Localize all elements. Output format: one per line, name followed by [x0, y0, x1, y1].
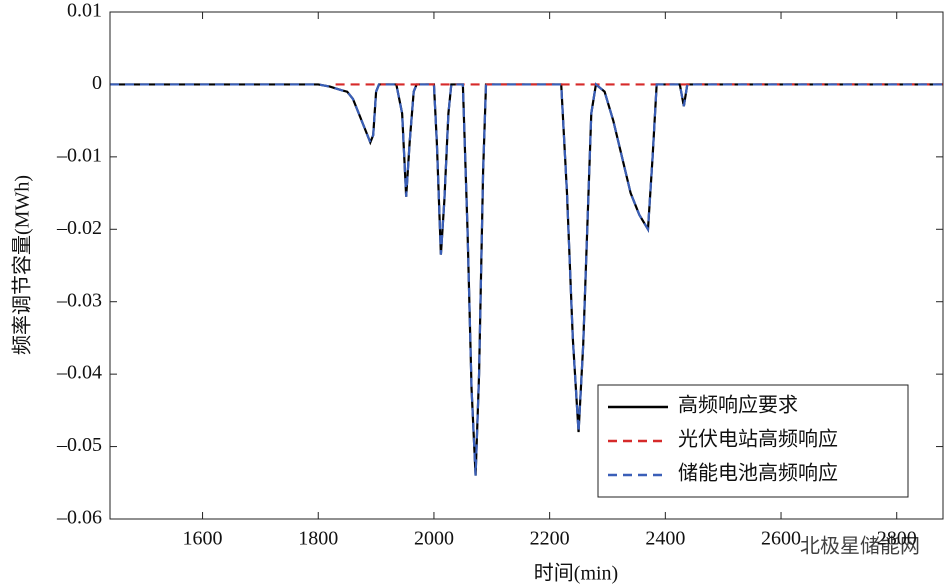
y-tick-label: –0.05 [56, 434, 102, 456]
y-tick-label: 0.01 [67, 0, 102, 22]
x-tick-label: 2200 [530, 528, 570, 550]
y-tick-label: –0.03 [56, 289, 102, 311]
y-axis-label: 频率调节容量(MWh) [11, 175, 34, 355]
legend-label: 储能电池高频响应 [678, 462, 838, 485]
x-tick-label: 2400 [645, 528, 685, 550]
legend-label: 光伏电站高频响应 [678, 428, 838, 451]
plot-frame [109, 11, 944, 520]
legend-label: 高频响应要求 [678, 394, 798, 417]
y-tick-label: –0.01 [56, 144, 102, 166]
y-tick-label: –0.06 [56, 507, 102, 529]
y-tick-label: –0.04 [56, 362, 102, 384]
x-axis-label: 时间(min) [534, 562, 618, 585]
series-line [110, 82, 943, 476]
x-tick-label: 2800 [877, 528, 917, 550]
x-tick-label: 1800 [298, 528, 338, 550]
y-tick-label: –0.02 [56, 217, 102, 239]
x-tick-label: 2600 [761, 528, 801, 550]
x-tick-label: 1600 [183, 528, 223, 550]
x-tick-label: 2000 [414, 528, 454, 550]
y-tick-label: 0 [92, 72, 102, 94]
watermark: 北极星储能网 [800, 535, 920, 558]
legend-box [597, 384, 909, 498]
